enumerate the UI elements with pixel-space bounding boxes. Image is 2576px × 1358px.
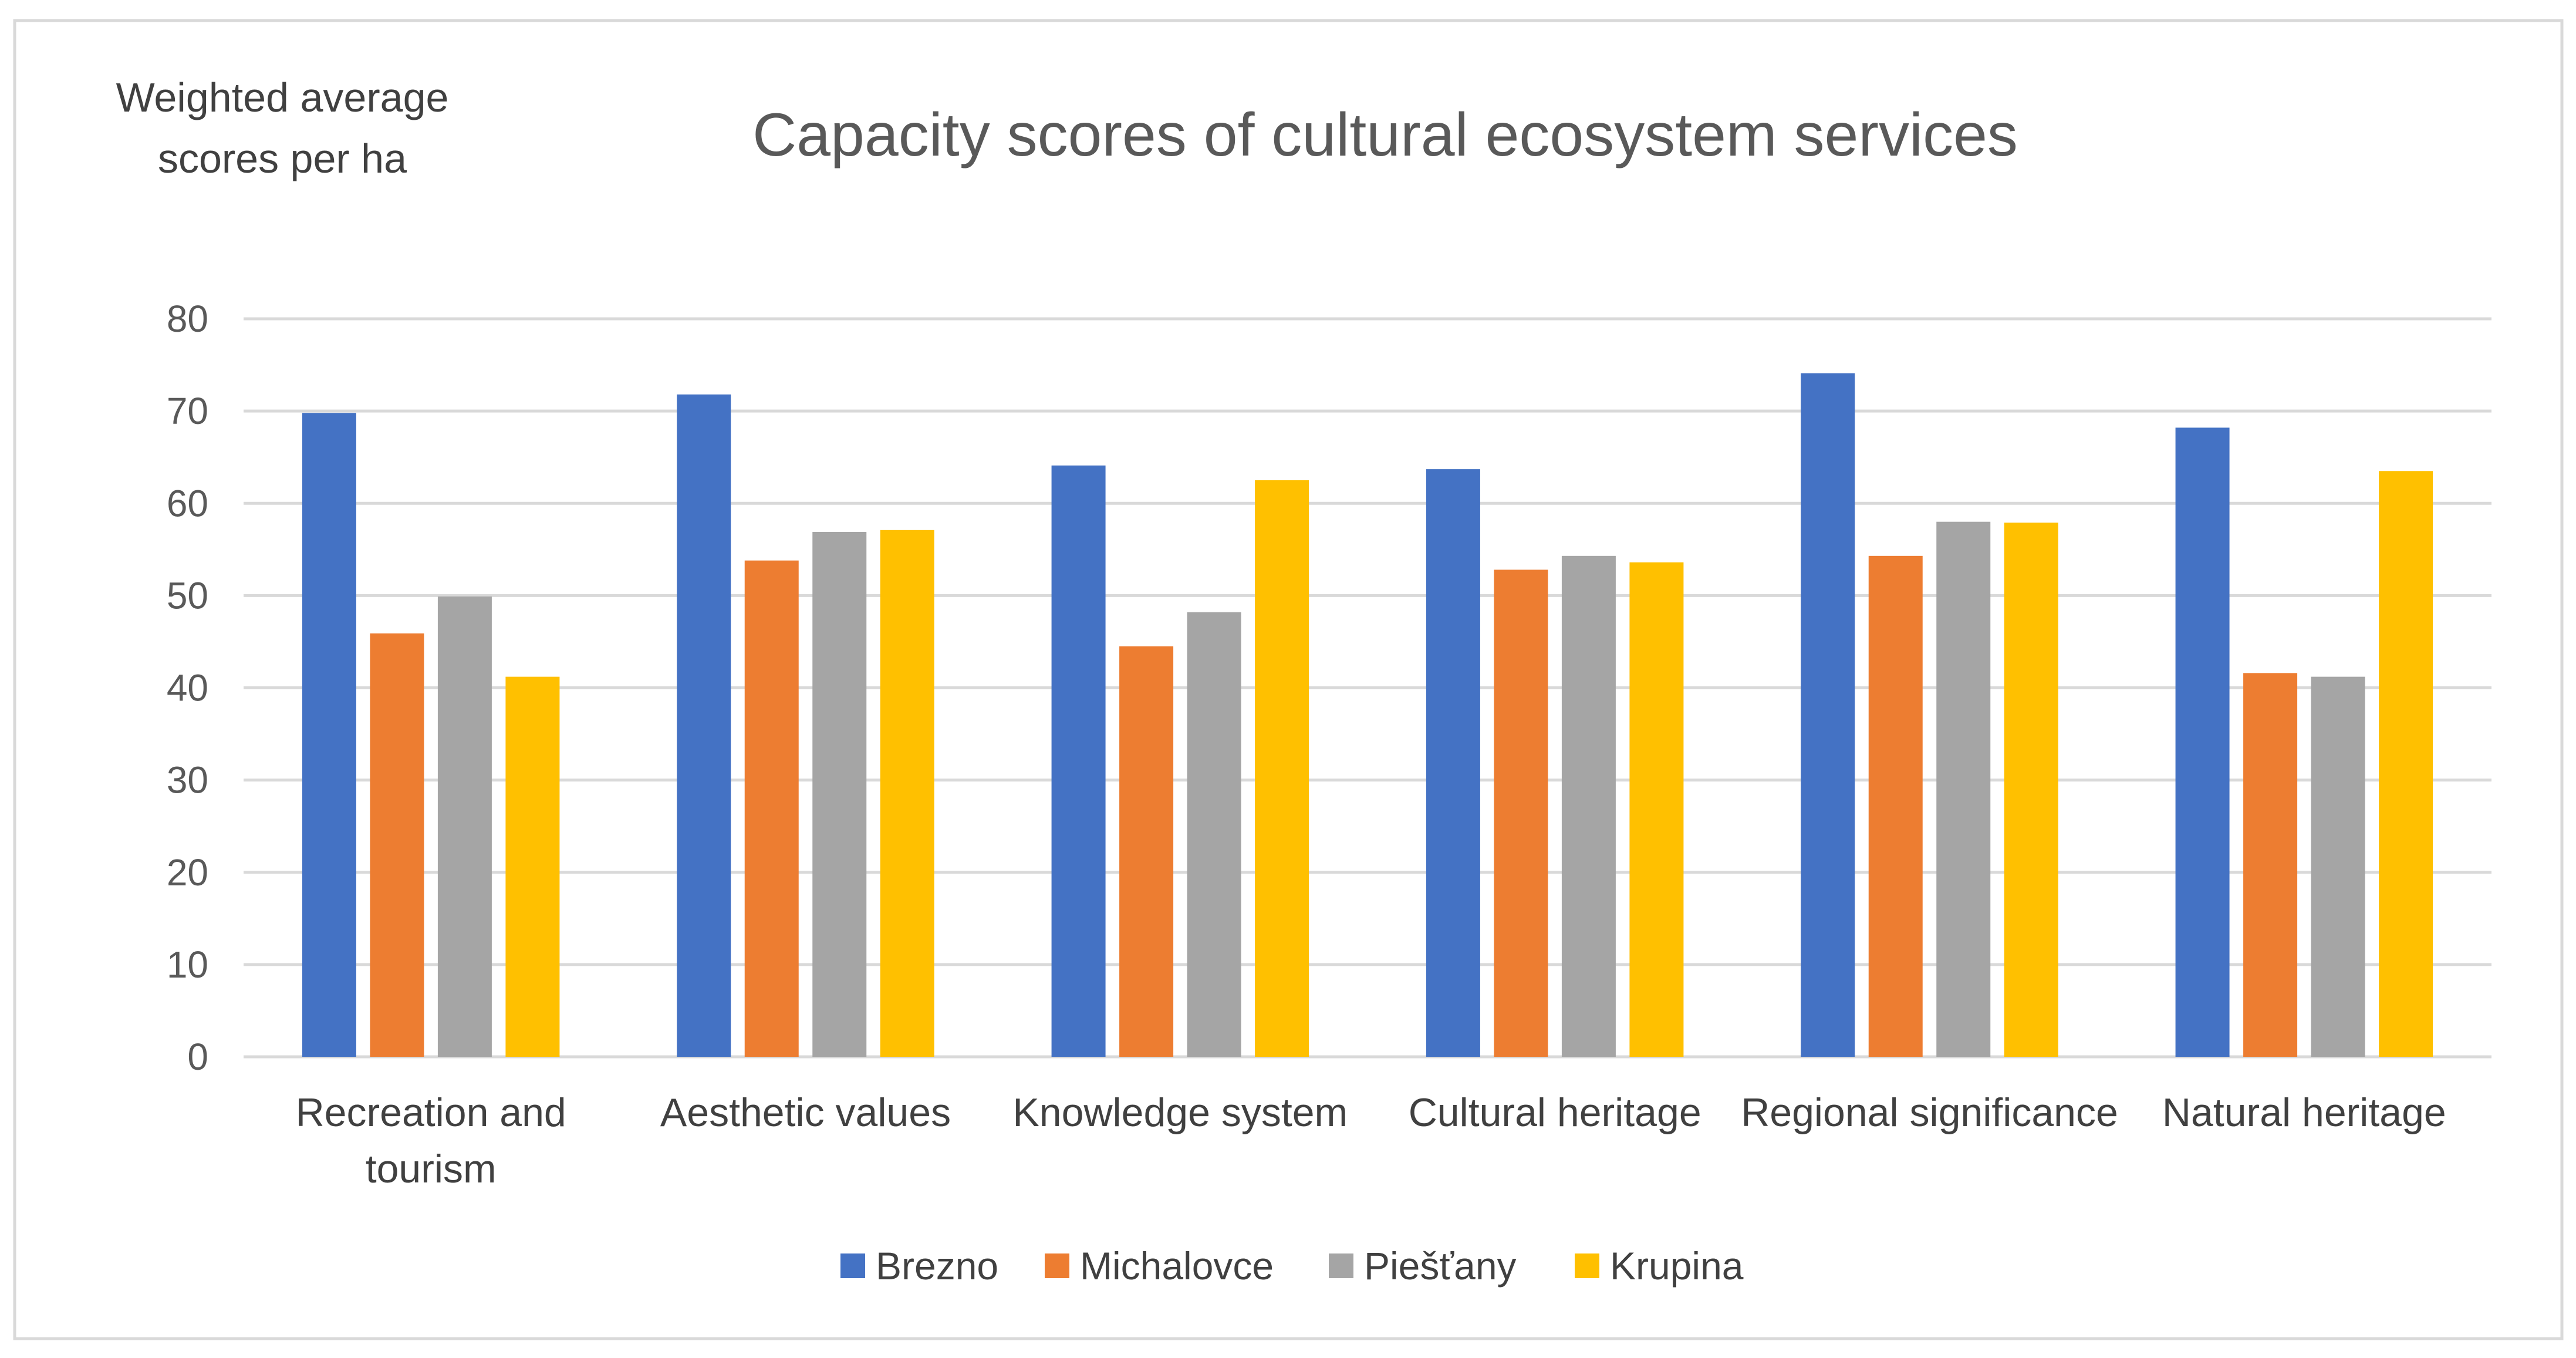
bar-krupina-2 xyxy=(1255,480,1309,1057)
y-axis-label-line-2: scores per ha xyxy=(158,136,407,181)
y-tick-label: 50 xyxy=(167,574,208,616)
bar-michalovce-0 xyxy=(370,633,424,1057)
category-label: Aesthetic values xyxy=(660,1090,951,1135)
y-axis-label-line-1: Weighted average xyxy=(116,75,449,120)
legend-swatch-piestany xyxy=(1329,1253,1353,1278)
legend-label: Piešťany xyxy=(1364,1244,1517,1288)
bar-brezno-5 xyxy=(2175,427,2230,1057)
bar-piestany-2 xyxy=(1187,612,1241,1057)
bar-brezno-1 xyxy=(677,394,731,1057)
legend-swatch-krupina xyxy=(1575,1253,1599,1278)
bar-michalovce-2 xyxy=(1119,646,1174,1057)
y-tick-label: 20 xyxy=(167,851,208,894)
legend-swatch-michalovce xyxy=(1045,1253,1069,1278)
y-tick-label: 40 xyxy=(167,667,208,709)
y-tick-label: 30 xyxy=(167,759,208,801)
category-label: Natural heritage xyxy=(2162,1090,2446,1135)
bar-krupina-5 xyxy=(2379,471,2433,1057)
bar-piestany-0 xyxy=(437,596,492,1057)
category-label: tourism xyxy=(366,1147,497,1191)
y-tick-label: 60 xyxy=(167,482,208,524)
legend-label: Michalovce xyxy=(1080,1244,1274,1288)
legend: Brezno Michalovce Piešťany Krupina xyxy=(840,1244,1744,1288)
bar-piestany-5 xyxy=(2311,676,2365,1057)
bar-brezno-4 xyxy=(1801,373,1855,1057)
y-tick-labels: 0 10 20 30 40 50 60 70 80 xyxy=(167,298,208,1078)
y-tick-label: 70 xyxy=(167,390,208,432)
bar-piestany-4 xyxy=(1936,521,1991,1057)
bars xyxy=(302,373,2433,1057)
category-label: Cultural heritage xyxy=(1409,1090,1701,1135)
bar-brezno-0 xyxy=(302,413,356,1057)
category-labels: Recreation and tourism Aesthetic values Kno… xyxy=(296,1090,2446,1191)
bar-krupina-4 xyxy=(2004,523,2058,1057)
bar-michalovce-1 xyxy=(744,560,799,1057)
bar-brezno-2 xyxy=(1051,465,1106,1057)
bar-piestany-1 xyxy=(812,531,867,1057)
bar-michalovce-5 xyxy=(2243,673,2298,1057)
category-label: Recreation and xyxy=(296,1090,566,1135)
bar-krupina-0 xyxy=(505,676,560,1057)
bar-michalovce-3 xyxy=(1494,570,1548,1057)
legend-label: Brezno xyxy=(876,1244,998,1288)
bar-michalovce-4 xyxy=(1868,555,1923,1057)
y-tick-label: 10 xyxy=(167,943,208,986)
bar-krupina-1 xyxy=(880,530,934,1057)
bar-krupina-3 xyxy=(1629,562,1684,1057)
legend-swatch-brezno xyxy=(840,1253,865,1278)
category-label: Knowledge system xyxy=(1012,1090,1348,1135)
y-tick-label: 80 xyxy=(167,298,208,340)
legend-label: Krupina xyxy=(1610,1244,1744,1288)
chart-title: Capacity scores of cultural ecosystem se… xyxy=(752,101,2018,169)
gridlines xyxy=(244,317,2491,1059)
bar-brezno-3 xyxy=(1426,469,1480,1057)
y-tick-label: 0 xyxy=(187,1036,208,1078)
bar-piestany-3 xyxy=(1561,555,1616,1057)
category-label: Regional significance xyxy=(1741,1090,2118,1135)
